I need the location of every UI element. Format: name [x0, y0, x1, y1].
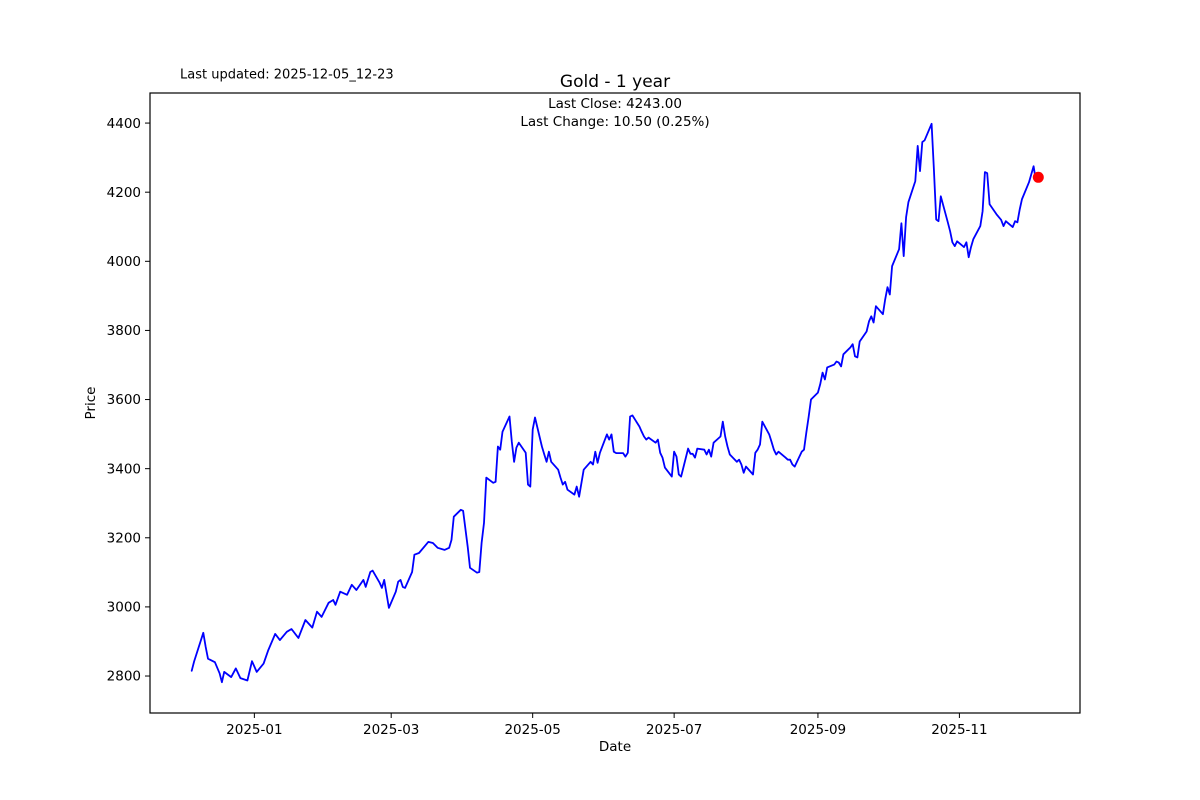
y-tick-label: 4400: [107, 116, 141, 132]
plot-area: [149, 92, 1081, 714]
price-line: [190, 122, 1040, 684]
x-tick-label: 2025-11: [931, 722, 987, 738]
x-tick-label: 2025-01: [226, 722, 282, 738]
y-tick-label: 3600: [107, 392, 141, 408]
y-tick-label: 4200: [107, 185, 141, 201]
last-updated-label: Last updated: 2025-12-05_12-23: [180, 67, 394, 83]
last-price-marker: [1032, 171, 1044, 183]
y-tick-label: 3200: [107, 530, 141, 546]
annotation-last-change: Last Change: 10.50 (0.25%): [520, 114, 710, 130]
x-tick-label: 2025-07: [646, 722, 702, 738]
y-tick-label: 3800: [107, 323, 141, 339]
y-tick-label: 4000: [107, 254, 141, 270]
x-tick-label: 2025-03: [363, 722, 419, 738]
chart-title: Gold - 1 year: [559, 72, 671, 92]
x-tick-label: 2025-09: [790, 722, 846, 738]
y-tick-label: 2800: [107, 669, 141, 685]
x-tick-label: 2025-05: [504, 722, 560, 738]
x-axis-label: Date: [598, 739, 632, 755]
y-tick-label: 3400: [107, 461, 141, 477]
y-tick-label: 3000: [107, 600, 141, 616]
annotation-last-close: Last Close: 4243.00: [548, 96, 682, 112]
